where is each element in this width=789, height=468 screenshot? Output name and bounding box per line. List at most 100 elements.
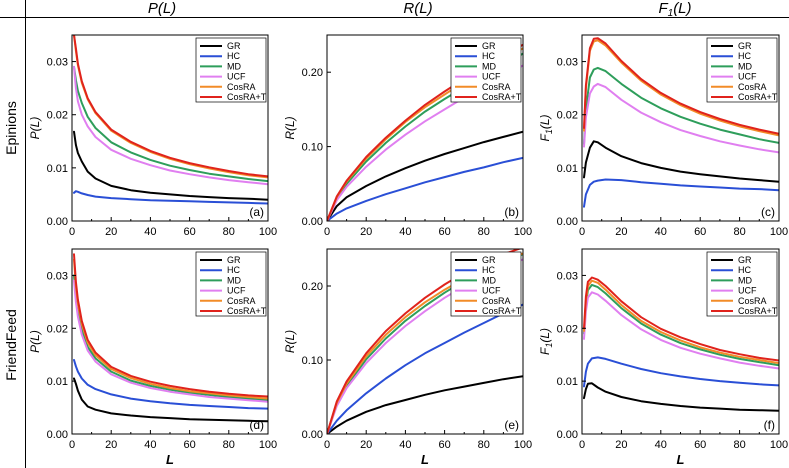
x-tick-label: 80 bbox=[733, 226, 745, 238]
legend-entry: HC bbox=[227, 51, 240, 61]
row-label-friendfeed: FriendFeed bbox=[3, 309, 19, 381]
column-header-precision: P(L) bbox=[148, 0, 176, 17]
x-tick-label: 0 bbox=[324, 439, 330, 451]
legend-entry: CosRA bbox=[227, 82, 256, 92]
series-line-md bbox=[583, 283, 779, 367]
legend-entry: CosRA+T bbox=[482, 306, 522, 316]
x-tick-label: 40 bbox=[399, 226, 411, 238]
y-axis-label: P(L) bbox=[28, 117, 42, 140]
x-tick-label: 80 bbox=[733, 439, 745, 451]
y-tick-label: 0.03 bbox=[47, 270, 68, 282]
x-tick-label: 20 bbox=[615, 226, 627, 238]
legend-entry: GR bbox=[227, 41, 241, 51]
legend-entry: CosRA+T bbox=[227, 92, 267, 102]
panel-a: 0 20 40 60 80 100 0.00 0.01 0.02 0.03 P(L) (a) GRHCM… bbox=[28, 34, 277, 238]
y-tick-label: 0.03 bbox=[557, 57, 578, 69]
x-tick-label: 80 bbox=[223, 226, 235, 238]
legend-entry: HC bbox=[227, 265, 240, 275]
series-line-gr bbox=[583, 140, 779, 183]
series-line-ucf bbox=[73, 65, 268, 186]
series-line-cosra-plus-t bbox=[73, 35, 268, 178]
legend-entry: UCF bbox=[227, 72, 246, 82]
legend-entry: MD bbox=[738, 61, 752, 71]
series-group bbox=[73, 35, 268, 205]
x-tick-label: 80 bbox=[478, 439, 490, 451]
legend-box bbox=[706, 37, 778, 103]
y-tick-label: 0.00 bbox=[47, 216, 68, 228]
legend-entry: GR bbox=[482, 41, 496, 51]
series-group bbox=[583, 37, 779, 208]
legend-entry: UCF bbox=[738, 72, 757, 82]
x-tick-label: 20 bbox=[360, 439, 372, 451]
x-tick-label: 20 bbox=[105, 439, 117, 451]
series-line-ucf bbox=[73, 279, 268, 403]
legend-entry: UCF bbox=[227, 286, 246, 296]
series-line-md bbox=[583, 66, 779, 145]
legend-entry: MD bbox=[482, 275, 496, 285]
series-line-ucf bbox=[583, 82, 779, 154]
y-tick-label: 0.20 bbox=[302, 281, 323, 293]
y-tick-label: 0.02 bbox=[557, 110, 578, 122]
legend-entry: MD bbox=[738, 275, 752, 285]
y-tick-label: 0.03 bbox=[557, 270, 578, 282]
legend-box bbox=[195, 251, 267, 317]
y-axis-label-rest: (L) bbox=[538, 328, 552, 343]
legend-box bbox=[450, 37, 522, 103]
x-tick-label: 100 bbox=[770, 226, 788, 238]
x-tick-label: 0 bbox=[69, 439, 75, 451]
y-axis-label: F1(L) bbox=[538, 328, 554, 355]
y-tick-label: 0.01 bbox=[557, 376, 578, 388]
panel-label: (b) bbox=[504, 205, 519, 219]
panel-label: (e) bbox=[504, 418, 519, 432]
x-axis-label: L bbox=[421, 452, 429, 467]
y-axis-label: P(L) bbox=[28, 330, 42, 353]
legend-entry: UCF bbox=[482, 72, 501, 82]
legend-entry: CosRA bbox=[482, 296, 511, 306]
series-line-cosra-plus-t bbox=[583, 276, 779, 362]
x-tick-label: 80 bbox=[478, 226, 490, 238]
legend-entry: CosRA+T bbox=[227, 306, 267, 316]
x-tick-label: 80 bbox=[223, 439, 235, 451]
x-tick-label: 60 bbox=[438, 439, 450, 451]
legend-entry: CosRA bbox=[482, 82, 511, 92]
x-tick-label: 0 bbox=[69, 226, 75, 238]
y-tick-label: 0.02 bbox=[557, 323, 578, 335]
y-tick-label: 0.10 bbox=[302, 355, 323, 367]
row-label-epinions: Epinions bbox=[3, 101, 19, 155]
x-tick-label: 20 bbox=[615, 439, 627, 451]
y-tick-label: 0.00 bbox=[302, 429, 323, 441]
legend-entry: UCF bbox=[738, 286, 757, 296]
x-tick-label: 100 bbox=[259, 439, 277, 451]
x-tick-label: 100 bbox=[770, 439, 788, 451]
legend-entry: HC bbox=[738, 265, 751, 275]
panel-e: 0 20 40 60 80 100 0.00 0.10 0.20 R(L) L (e) GRHCMDUC… bbox=[283, 248, 532, 467]
panel-c: 0 20 40 60 80 100 0.00 0.01 0.02 0.03 F1(L) (c) GRHC… bbox=[538, 34, 788, 238]
y-tick-label: 0.00 bbox=[47, 429, 68, 441]
series-line-hc bbox=[583, 356, 779, 388]
x-tick-label: 40 bbox=[655, 226, 667, 238]
x-tick-label: 40 bbox=[399, 439, 411, 451]
series-line-gr bbox=[327, 375, 523, 434]
series-group bbox=[73, 253, 268, 423]
series-line-hc bbox=[327, 303, 523, 434]
x-tick-label: 60 bbox=[183, 226, 195, 238]
column-header-f1: F1(L) bbox=[658, 0, 691, 19]
legend-entry: CosRA bbox=[738, 296, 767, 306]
legend-entry: GR bbox=[738, 41, 752, 51]
x-tick-label: 20 bbox=[360, 226, 372, 238]
panel-label: (c) bbox=[761, 205, 775, 219]
legend-entry: HC bbox=[738, 51, 751, 61]
legend-entry: UCF bbox=[482, 286, 501, 296]
x-axis-label: L bbox=[677, 452, 685, 467]
legend-entry: GR bbox=[738, 255, 752, 265]
legend-entry: CosRA+T bbox=[738, 306, 778, 316]
series-line-cosra bbox=[583, 279, 779, 365]
y-tick-label: 0.00 bbox=[302, 216, 323, 228]
y-tick-label: 0.02 bbox=[47, 323, 68, 335]
x-tick-label: 100 bbox=[259, 226, 277, 238]
panel-label: (a) bbox=[249, 205, 264, 219]
